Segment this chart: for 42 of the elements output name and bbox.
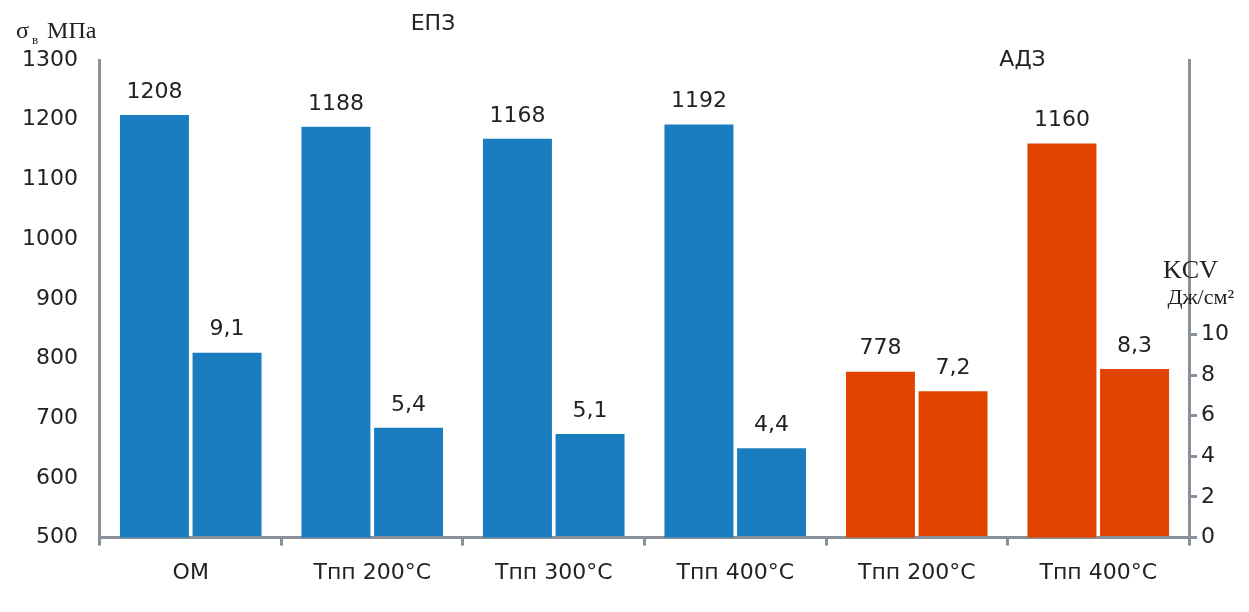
data-label: 1168 xyxy=(489,101,546,127)
y-tick-label: 1100 xyxy=(21,165,78,191)
bar xyxy=(192,352,262,537)
bar xyxy=(555,433,625,537)
x-tick-label: Тпп 400°C xyxy=(675,558,795,584)
x-tick-label: Тпп 300°C xyxy=(493,558,613,584)
data-label: 778 xyxy=(859,334,902,360)
y2-tick-label: 10 xyxy=(1201,320,1230,346)
data-label: 4,4 xyxy=(754,410,790,436)
y-tick-label: 700 xyxy=(35,403,78,429)
y-tick-label: 1200 xyxy=(21,105,78,131)
y-tick-label: 800 xyxy=(35,344,78,370)
bar xyxy=(918,391,988,537)
x-tick-label: Тпп 200°C xyxy=(312,558,432,584)
x-tick-label: ОМ xyxy=(172,558,209,584)
y-tick-label: 1300 xyxy=(21,45,78,71)
x-tick-label: Тпп 400°C xyxy=(1038,558,1158,584)
y2-tick-label: 4 xyxy=(1201,442,1216,468)
y-tick-label: 1000 xyxy=(21,224,78,250)
x-tick-label: Тпп 200°C xyxy=(856,558,976,584)
data-label: 1188 xyxy=(307,89,364,115)
y-tick-label: 500 xyxy=(35,523,78,549)
data-label: 9,1 xyxy=(209,315,245,341)
bar xyxy=(737,448,807,537)
y2-tick-label: 0 xyxy=(1201,523,1216,549)
text: ЕПЗ xyxy=(410,10,456,35)
data-label: 5,1 xyxy=(572,396,608,422)
bar xyxy=(1100,368,1170,537)
data-label: 1192 xyxy=(670,87,727,113)
y2-tick-label: 2 xyxy=(1201,482,1216,508)
y2-tick-label: 6 xyxy=(1201,401,1216,427)
data-label: 5,4 xyxy=(391,390,427,416)
y2-tick-label: 8 xyxy=(1201,360,1216,386)
y-tick-label: 600 xyxy=(35,463,78,489)
bar xyxy=(374,427,444,537)
y-tick-label: 900 xyxy=(35,284,78,310)
data-label: 8,3 xyxy=(1117,331,1153,357)
annotation: АДЗ xyxy=(999,46,1046,71)
data-label: 7,2 xyxy=(935,353,971,379)
data-label: 1208 xyxy=(126,77,183,103)
y2-axis-title: KCV Дж/см² xyxy=(1163,255,1235,309)
data-label: 1160 xyxy=(1033,106,1090,132)
